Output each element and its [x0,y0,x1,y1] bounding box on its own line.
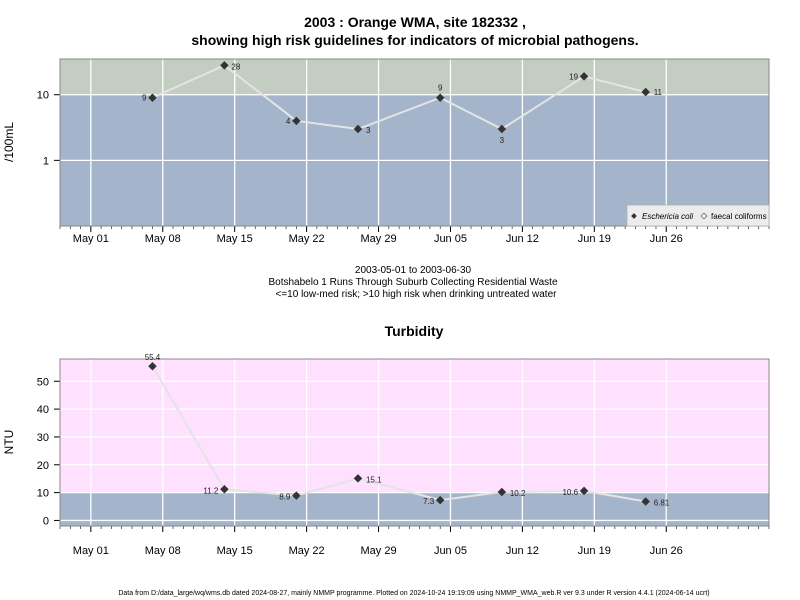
data-point [641,497,650,506]
data-point [220,485,229,494]
data-label: 3 [366,126,371,135]
data-point [292,116,301,126]
data-label: 19 [569,72,578,81]
y-tick-label: 30 [37,432,49,444]
x-tick-label: May 22 [289,545,325,557]
band-above-threshold [60,59,769,95]
data-label: 15.1 [366,475,382,484]
x-tick-label: Jun 19 [578,233,611,245]
y-tick-label: 1 [43,155,49,167]
data-label: 6.81 [654,498,670,507]
chart1-plot-area: May 01 May 08 May 15 May 22 May 29 Jun 05 Jun … [37,58,770,245]
data-point [220,61,229,70]
x-tick-label: Jun 12 [506,233,539,245]
data-point [353,474,363,483]
x-tick-label: May 15 [217,233,253,245]
data-label: 28 [231,62,240,71]
x-tick-label: May 29 [360,545,396,557]
data-label: 9 [142,94,147,103]
chart1-caption-line-2: Botshabelo 1 Runs Through Suburb Collect… [268,277,557,288]
x-tick-label: May 15 [217,545,253,557]
data-point [353,124,363,134]
chart2-ylabel: NTU [2,430,16,455]
x-tick-label: Jun 12 [506,545,539,557]
data-label: 9 [438,84,443,93]
data-point [579,486,589,496]
chart2-title: Turbidity [385,323,444,339]
x-tick-label: Jun 19 [578,545,611,557]
series-line [152,64,646,131]
chart1-caption-line-3: <=10 low-med risk; >10 high risk when dr… [276,289,558,300]
plot-frame [59,358,770,527]
legend-marker-open [700,212,708,220]
data-point [148,361,157,371]
data-point [435,93,445,102]
data-label: 11.2 [203,486,219,495]
data-point [435,495,445,505]
legend-marker-filled [631,213,637,219]
y-tick-label: 50 [37,376,49,388]
x-tick-label: May 08 [145,545,181,557]
footer-note: Data from D:/data_large/wq/wms.db dated … [118,590,709,597]
y-tick-label: 20 [37,460,49,472]
legend-box [626,204,770,227]
band-above-threshold [60,359,769,493]
data-point [148,93,157,102]
x-tick-label: May 08 [145,233,181,245]
x-tick-label: Jun 05 [434,233,467,245]
y-tick-label: 0 [43,515,49,527]
y-tick-label: 10 [37,488,49,500]
x-tick-label: May 22 [289,233,325,245]
plot-frame [59,58,770,227]
data-label: 7.3 [423,497,435,506]
x-tick-label: Jun 05 [434,545,467,557]
x-tick-label: Jun 26 [650,545,683,557]
data-label: 3 [500,136,505,145]
data-point [292,491,301,500]
x-tick-label: Jun 26 [650,233,683,245]
data-label: 55.4 [145,353,161,362]
chart1-caption-line-1: 2003-05-01 to 2003-06-30 [355,265,472,276]
chart1-title: 2003 : Orange WMA, site 182332 , [304,14,526,30]
data-label: 11 [654,88,663,97]
data-label: 4 [286,117,291,126]
series-line [151,365,646,503]
legend-entry: Eschericia coli [642,212,693,221]
data-label: 8.9 [279,493,291,502]
x-tick-label: May 01 [73,545,109,557]
data-label: 10.2 [510,489,526,498]
data-point [497,487,507,497]
y-tick-label: 40 [37,404,49,416]
data-label: 10.6 [562,488,578,497]
chart1-subtitle: showing high risk guidelines for indicat… [191,32,638,48]
chart2-plot-area: May 01 May 08 May 15 May 22 May 29 Jun 05 Jun … [37,353,770,557]
y-tick-label: 10 [37,90,49,102]
legend-entry: faecal coliforms [711,212,767,221]
x-tick-label: May 01 [73,233,109,245]
x-tick-label: May 29 [360,233,396,245]
chart1-ylabel: /100mL [2,122,16,162]
